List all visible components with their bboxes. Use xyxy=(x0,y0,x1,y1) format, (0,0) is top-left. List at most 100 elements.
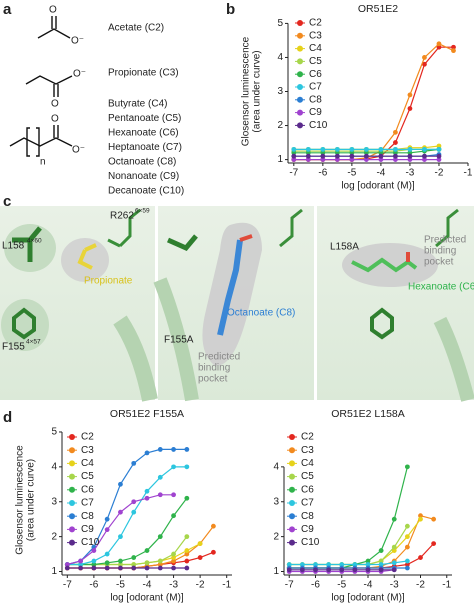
data-point xyxy=(378,157,384,162)
data-point xyxy=(378,153,384,159)
compound-label: Nonanoate (C9) xyxy=(108,171,179,182)
data-point xyxy=(422,146,427,152)
x-tick-label: -2 xyxy=(435,168,444,179)
data-point xyxy=(184,447,190,452)
chart-title: OR51E2 F155A xyxy=(110,408,184,420)
data-point xyxy=(378,150,384,156)
legend-label: C9 xyxy=(81,524,94,535)
data-point xyxy=(436,153,442,159)
data-point xyxy=(451,44,456,50)
data-point xyxy=(326,562,332,567)
data-point xyxy=(184,548,190,553)
data-point xyxy=(393,153,398,159)
compound-label: Decanoate (C10) xyxy=(108,186,184,197)
data-point xyxy=(104,527,110,533)
x-tick-label: -4 xyxy=(143,580,152,591)
legend-label: C7 xyxy=(309,82,322,93)
data-point xyxy=(131,460,137,466)
bond xyxy=(53,125,59,138)
data-point xyxy=(431,541,437,547)
x-tick-label: -7 xyxy=(285,580,294,591)
atom-label: O xyxy=(49,5,57,16)
bond xyxy=(53,84,59,97)
legend-label: C3 xyxy=(301,445,314,456)
data-point xyxy=(104,551,110,557)
x-tick-label: -5 xyxy=(347,168,356,179)
compound-label: Hexanoate (C6) xyxy=(108,128,179,139)
data-point xyxy=(418,516,423,522)
data-point xyxy=(391,560,397,566)
data-point xyxy=(286,562,292,567)
data-point xyxy=(291,153,297,159)
data-point xyxy=(171,555,176,560)
data-point xyxy=(407,153,413,159)
residue-label: L158 xyxy=(2,241,25,252)
legend-label: C3 xyxy=(309,30,322,41)
data-point xyxy=(78,562,83,567)
data-point xyxy=(157,474,163,480)
data-point xyxy=(118,565,123,571)
y-tick-label: 4 xyxy=(277,52,283,63)
x-tick-label: -3 xyxy=(405,168,414,179)
data-point xyxy=(131,562,137,567)
bond xyxy=(37,28,71,39)
data-point xyxy=(131,555,137,560)
legend-label: C5 xyxy=(309,56,322,67)
legend-label: C2 xyxy=(301,432,314,443)
x-tick-label: -7 xyxy=(63,580,72,591)
series-line xyxy=(289,560,408,566)
ligand xyxy=(77,243,97,270)
legend-label: C5 xyxy=(301,471,314,482)
pocket-label: pocket xyxy=(198,374,228,385)
x-axis-label: log [odorant (M)] xyxy=(331,593,405,604)
data-point xyxy=(131,499,137,505)
x-tick-label: -6 xyxy=(318,168,327,179)
residue xyxy=(12,307,36,340)
data-point xyxy=(144,565,150,571)
chain-labels: Butyrate (C4) Pentanoate (C5) Hexanoate (C… xyxy=(108,99,184,197)
compound-label: Butyrate (C4) xyxy=(108,99,167,110)
data-point xyxy=(313,567,318,573)
x-tick-label: -5 xyxy=(116,580,125,591)
y-tick-label: 3 xyxy=(277,86,283,97)
atom-label: O⁻ xyxy=(73,69,86,80)
residue-label: L158A xyxy=(330,242,359,253)
legend-label: C4 xyxy=(81,458,94,469)
data-point xyxy=(422,61,427,67)
data-point xyxy=(320,153,326,159)
data-point xyxy=(365,558,371,564)
data-point xyxy=(407,157,413,162)
compound-label: Octanoate (C8) xyxy=(108,157,176,168)
pocket-label: binding xyxy=(424,246,456,257)
data-point xyxy=(299,567,305,573)
y-axis-label: (area under curve) xyxy=(252,50,263,132)
residue xyxy=(107,208,141,248)
data-point xyxy=(422,153,427,159)
data-point xyxy=(184,565,190,571)
y-tick-label: 5 xyxy=(277,18,283,29)
x-tick-label: -1 xyxy=(222,580,231,591)
data-point xyxy=(211,549,216,555)
data-point xyxy=(305,153,311,159)
data-point xyxy=(349,153,355,159)
atom-label: O⁻ xyxy=(72,145,85,156)
data-point xyxy=(131,565,137,571)
panel-letter: a xyxy=(3,1,12,18)
ligand xyxy=(217,239,243,336)
legend-label: C6 xyxy=(301,484,314,495)
data-point xyxy=(378,548,384,553)
data-point xyxy=(393,140,398,145)
data-point xyxy=(349,146,355,152)
data-point xyxy=(157,565,163,571)
y-tick-label: 2 xyxy=(51,531,57,542)
x-tick-label: -4 xyxy=(364,580,373,591)
residue-superscript: 6×59 xyxy=(135,208,150,215)
data-point xyxy=(349,150,355,156)
bond xyxy=(25,75,73,85)
compound-label: Heptanoate (C7) xyxy=(108,142,182,153)
data-point xyxy=(91,562,97,567)
image-bg xyxy=(317,206,474,400)
x-tick-label: -3 xyxy=(169,580,178,591)
data-point xyxy=(418,513,423,519)
